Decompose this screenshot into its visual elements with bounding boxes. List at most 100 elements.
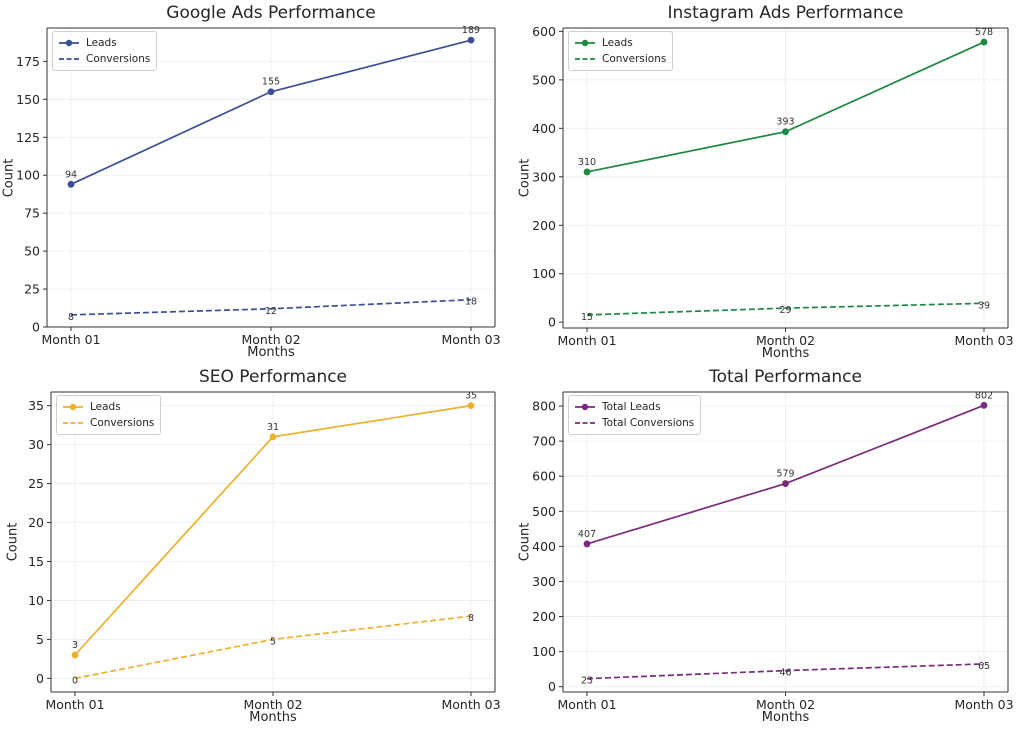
data-point-leads xyxy=(467,36,475,44)
x-tick-label: Month 02 xyxy=(756,697,815,712)
legend-swatch-dashed xyxy=(59,58,79,60)
data-label-total-conversions: 23 xyxy=(581,676,593,687)
chart-legend: Leads Conversions xyxy=(52,31,158,71)
y-tick-label: 10 xyxy=(28,593,44,608)
x-tick-label: Month 03 xyxy=(954,333,1013,348)
y-tick-label: 150 xyxy=(16,92,40,107)
y-tick-label: 700 xyxy=(532,434,556,449)
x-tick-label: Month 01 xyxy=(557,333,616,348)
y-tick-label: 400 xyxy=(532,539,556,554)
y-tick-label: 300 xyxy=(532,169,556,184)
data-point-leads xyxy=(269,433,277,441)
data-label-total-conversions: 65 xyxy=(978,661,990,672)
data-point-leads xyxy=(71,651,79,659)
chart-title: SEO Performance xyxy=(198,367,348,387)
legend-entry-conversions: Conversions xyxy=(574,51,666,67)
series-line-conversions xyxy=(74,615,472,680)
data-label-leads: 578 xyxy=(975,27,993,38)
chart-plot-google-ads: 0 25 50 75 100 125 150 175 Month 01 Month 02 Month… xyxy=(16,25,500,347)
data-label-conversions: 29 xyxy=(779,305,791,316)
data-label-conversions: 5 xyxy=(270,636,276,647)
data-point-leads xyxy=(267,88,275,96)
legend-entry-conversions: Conversions xyxy=(58,51,150,67)
data-point-total-leads xyxy=(782,480,789,487)
chart-plot-seo: 0 5 10 15 20 25 30 35 Month 01 Month 02 Month 03 3 3… xyxy=(28,391,500,712)
legend-label: Leads xyxy=(602,37,633,49)
y-tick-label: 25 xyxy=(24,282,40,297)
legend-entry-total-conversions: Total Conversions xyxy=(574,415,694,431)
series-line-conversions xyxy=(70,298,472,316)
y-tick-label: 500 xyxy=(532,504,556,519)
y-axis-label: Count xyxy=(517,522,533,562)
y-tick-label: 30 xyxy=(28,437,44,452)
x-tick-label: Month 02 xyxy=(756,333,815,348)
y-tick-label: 15 xyxy=(28,554,44,569)
y-tick-label: 400 xyxy=(532,121,556,136)
legend-label: Conversions xyxy=(602,53,667,65)
legend-swatch-solid xyxy=(575,39,595,47)
data-label-leads: 35 xyxy=(465,391,477,402)
y-tick-label: 600 xyxy=(532,24,556,39)
chart-title: Google Ads Performance xyxy=(166,3,376,23)
legend-label: Total Conversions xyxy=(602,417,695,429)
legend-marker xyxy=(65,39,73,47)
legend-swatch-solid xyxy=(63,403,83,411)
legend-label: Conversions xyxy=(90,417,155,429)
y-tick-label: 300 xyxy=(532,574,556,589)
x-tick-label: Month 01 xyxy=(41,332,100,347)
legend-swatch-dashed xyxy=(575,58,595,60)
y-tick-label: 200 xyxy=(532,609,556,624)
legend-label: Total Leads xyxy=(602,401,661,413)
y-tick-label: 125 xyxy=(16,130,40,145)
data-label-leads: 310 xyxy=(578,157,596,168)
data-label-conversions: 8 xyxy=(468,613,474,624)
data-label-conversions: 12 xyxy=(265,306,277,317)
y-tick-label: 200 xyxy=(532,218,556,233)
chart-plot-instagram-ads: 0 100 200 300 400 500 600 Month 01 Month 02 Month… xyxy=(532,24,1013,348)
data-point-leads xyxy=(980,38,988,46)
chart-title: Total Performance xyxy=(709,367,862,387)
legend-marker xyxy=(581,403,589,411)
x-axis-label: Months xyxy=(761,710,810,725)
chart-panel-seo: SEO Performance 0 5 10 15 20 25 30 35 Month 01 Mo… xyxy=(6,367,501,725)
y-tick-label: 100 xyxy=(532,644,556,659)
y-tick-label: 100 xyxy=(16,168,40,183)
x-tick-label: Month 03 xyxy=(441,332,500,347)
legend-marker xyxy=(69,403,77,411)
data-label-conversions: 15 xyxy=(581,312,593,323)
data-label-total-leads: 579 xyxy=(776,469,794,480)
y-tick-label: 0 xyxy=(36,671,44,686)
legend-swatch-solid xyxy=(59,39,79,47)
y-tick-label: 500 xyxy=(532,72,556,87)
legend-label: Conversions xyxy=(86,53,151,65)
data-point-leads xyxy=(583,168,591,176)
data-point-total-leads xyxy=(980,401,988,409)
legend-swatch-solid xyxy=(575,403,595,411)
data-label-leads: 31 xyxy=(267,422,279,433)
y-tick-label: 0 xyxy=(548,679,556,694)
data-label-conversions: 39 xyxy=(978,300,990,311)
chart-legend: Leads Conversions xyxy=(568,31,674,71)
data-label-total-leads: 407 xyxy=(578,529,596,540)
legend-swatch-dashed xyxy=(575,422,595,424)
data-point-leads xyxy=(782,128,789,136)
data-point-leads xyxy=(67,180,75,188)
y-axis-label: Count xyxy=(1,158,17,197)
data-label-leads: 393 xyxy=(776,117,794,128)
data-label-total-leads: 802 xyxy=(975,390,993,401)
y-tick-label: 20 xyxy=(28,515,44,530)
series-line-total-conversions xyxy=(586,663,985,680)
x-tick-label: Month 01 xyxy=(557,697,616,712)
y-tick-label: 0 xyxy=(32,320,40,335)
data-label-conversions: 0 xyxy=(72,675,78,686)
y-tick-label: 600 xyxy=(532,469,556,484)
legend-entry-conversions: Conversions xyxy=(62,415,154,431)
x-tick-label: Month 03 xyxy=(954,697,1013,712)
y-tick-label: 25 xyxy=(28,476,44,491)
y-axis-label: Count xyxy=(5,522,21,562)
legend-entry-leads: Leads xyxy=(574,35,666,51)
x-axis-label: Months xyxy=(761,346,810,361)
chart-panel-google-ads: Google Ads Performance 0 25 50 75 100 125 150 1… xyxy=(2,3,501,360)
legend-entry-total-leads: Total Leads xyxy=(574,399,694,415)
data-label-total-conversions: 46 xyxy=(779,668,791,679)
